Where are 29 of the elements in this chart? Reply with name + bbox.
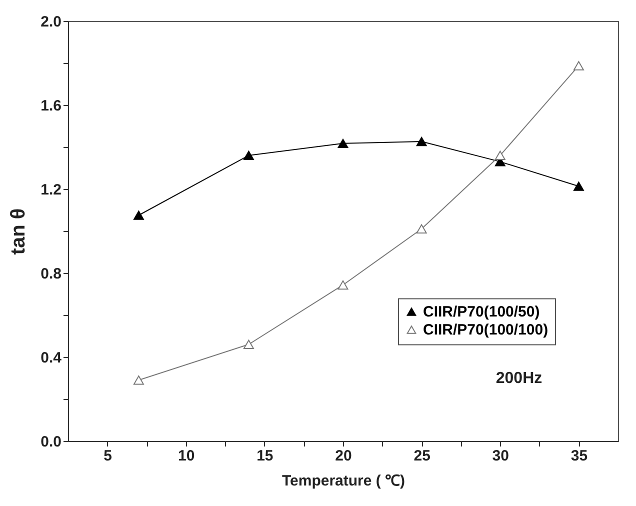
x-tick-label: 20 [335, 448, 352, 464]
annotation: 200Hz [496, 370, 542, 387]
y-axis-title: tan θ [8, 208, 30, 255]
x-tick-label: 5 [104, 448, 112, 464]
point [573, 61, 584, 70]
x-tick-label: 10 [178, 448, 195, 464]
x-tick-label: 35 [570, 448, 588, 464]
point [133, 210, 144, 220]
point [243, 340, 254, 350]
point [338, 138, 348, 148]
point [416, 224, 427, 234]
legend-label: CIIR/P70(100/50) [423, 304, 540, 321]
y-tick-label: 0.8 [40, 266, 62, 282]
point [573, 182, 584, 191]
x-tick-label: 25 [414, 448, 430, 464]
point [243, 150, 254, 160]
y-tick-label: 1.6 [40, 98, 62, 114]
y-tick-label: 2.0 [40, 14, 62, 30]
point [338, 280, 348, 290]
legend-label: CIIR/P70(100/100) [423, 322, 548, 339]
point [416, 136, 427, 146]
y-tick-label: 1.2 [40, 182, 62, 198]
x-axis-title: Temperature ( ℃) [282, 472, 406, 490]
y-tick-label: 0.4 [40, 350, 62, 366]
point [494, 150, 506, 160]
point [133, 375, 144, 385]
y-tick-label: 0.0 [40, 434, 62, 450]
x-tick-label: 30 [492, 448, 509, 464]
x-tick-label: 15 [256, 448, 274, 464]
